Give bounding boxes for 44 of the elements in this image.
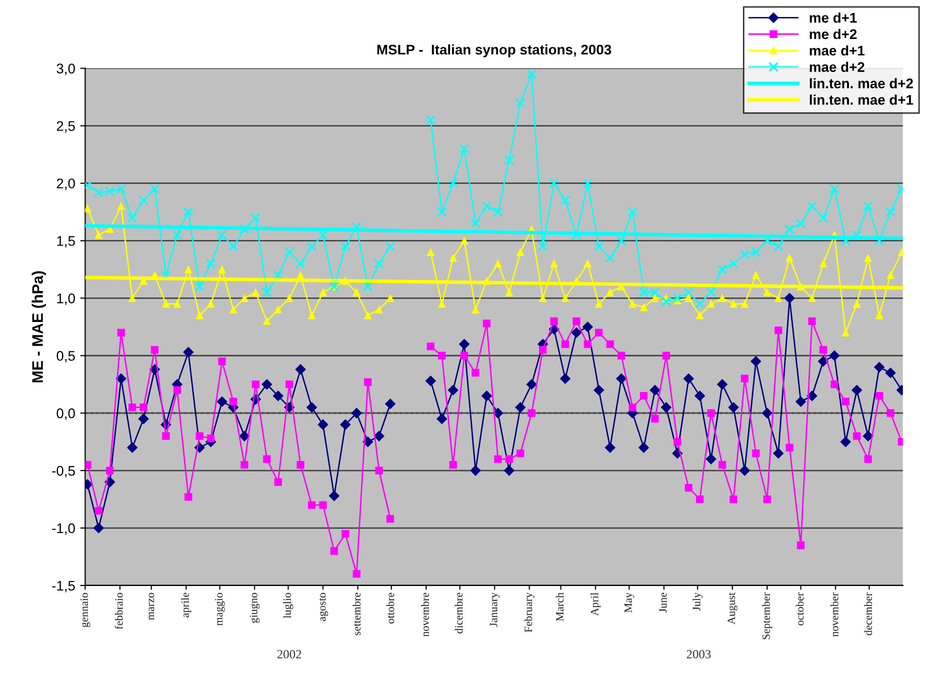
y-tick-label: 1,5 (57, 236, 75, 248)
x-tick-label: dicembre (454, 592, 463, 634)
y-tick-label: 1,0 (57, 293, 75, 305)
x-tick-label: agosto (319, 592, 328, 622)
legend-label: me d+2 (810, 28, 857, 40)
x-tick-label: november (830, 592, 838, 637)
x-tick-label: marzo (148, 592, 154, 620)
x-tick-label: aprile (181, 592, 192, 618)
x-tick-label: settembre (352, 592, 361, 636)
y-tick-label: 0,0 (56, 408, 75, 420)
text: 2002 (277, 650, 302, 658)
legend-label: me d+1 (810, 12, 857, 23)
y-tick-label: 0,5 (56, 350, 75, 362)
chart-title: MSLP - Italian synop stations, 2003 (377, 44, 612, 58)
legend-label: lin.ten. mae d+1 (810, 94, 914, 105)
y-tick-label: -1,0 (52, 523, 75, 535)
x-tick-label: giugno (250, 592, 260, 623)
text: 2003 (686, 650, 711, 658)
x-tick-label: July (692, 592, 703, 611)
legend-label: mae d+2 (810, 62, 864, 72)
x-tick-label: September (762, 592, 772, 640)
y-tick-label: 2,5 (56, 121, 75, 133)
x-tick-label: January (490, 592, 500, 627)
x-tick-label: october (796, 592, 804, 626)
x-tick-label: gennaio (80, 592, 90, 628)
x-tick-label: novembre (421, 592, 429, 637)
x-tick-label: december (864, 592, 872, 636)
x-tick-label: maggio (215, 592, 225, 626)
x-tick-label: August (728, 592, 738, 624)
x-tick-label: febbraio (114, 592, 123, 630)
x-tick-label: March (556, 592, 564, 622)
y-tick-label: -0,5 (52, 466, 75, 478)
y-tick-label: 3,0 (56, 64, 75, 76)
x-tick-label: May (624, 592, 634, 612)
y-tick-label: 2,0 (56, 178, 75, 190)
x-tick-label: February (524, 592, 534, 632)
x-tick-label: ottobre (386, 592, 394, 624)
y-axis-title: ME - MAE (hPa) (32, 271, 46, 382)
y-tick-label: -1,5 (52, 580, 75, 592)
legend-label: lin.ten. mae d+2 (810, 78, 913, 88)
legend-label: mae d+1 (810, 45, 865, 56)
x-tick-label: April (590, 592, 601, 616)
x-tick-label: June (659, 592, 667, 613)
x-tick-label: luglio (283, 592, 294, 618)
